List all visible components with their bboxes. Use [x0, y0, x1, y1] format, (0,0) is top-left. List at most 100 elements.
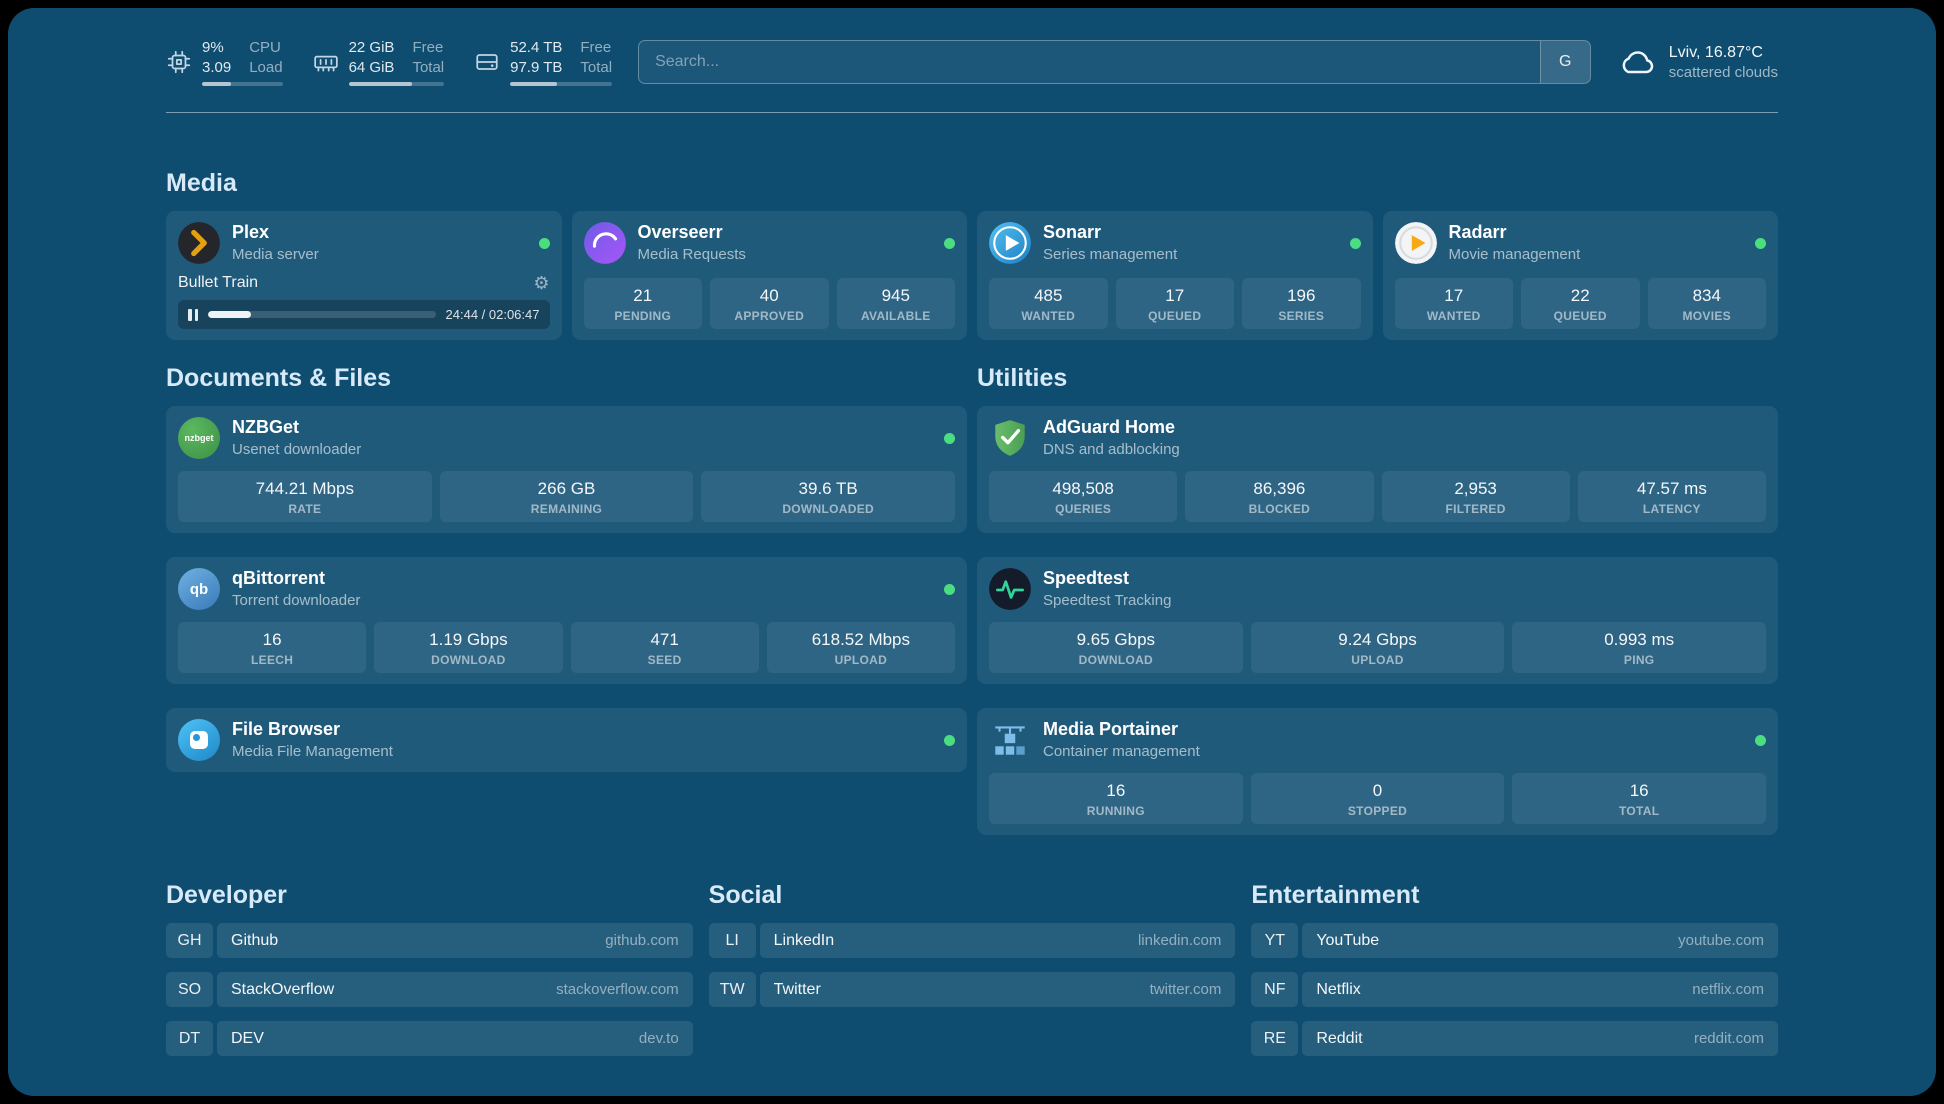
service-description: Media File Management: [232, 742, 393, 760]
group-documents: Documents & Files nzbget NZBGet Usenet d…: [166, 364, 967, 773]
bookmark-reddit[interactable]: RE Reddit reddit.com: [1251, 1021, 1778, 1057]
memory-icon: [313, 49, 339, 75]
service-name: Radarr: [1448, 222, 1507, 243]
service-stats: 21 PENDING 40 APPROVED 945 AVAILABLE: [583, 266, 955, 329]
bookmark-name: Reddit: [1316, 1029, 1363, 1047]
now-playing-title: Bullet Train: [178, 274, 259, 291]
filebrowser-icon: [178, 719, 220, 762]
stat-box: 9.24 Gbps UPLOAD: [1250, 622, 1505, 674]
cpu-widget: 9% 3.09 CPU Load: [166, 38, 283, 86]
bookmark-abbr: GH: [166, 923, 213, 959]
bookmark-name: LinkedIn: [773, 931, 835, 949]
service-card-radarr[interactable]: Radarr Movie management 17 WANTED 22 QUE…: [1382, 211, 1778, 340]
search-input[interactable]: [638, 40, 1591, 84]
weather-widget: Lviv, 16.87°C scattered clouds: [1617, 42, 1778, 82]
top-bar: 9% 3.09 CPU Load: [166, 38, 1778, 86]
search-provider-button[interactable]: G: [1539, 41, 1590, 83]
stat-box: 22 QUEUED: [1521, 277, 1640, 329]
service-description: Series management: [1043, 245, 1178, 263]
service-card-sonarr[interactable]: Sonarr Series management 485 WANTED 17 Q…: [977, 211, 1373, 340]
service-description: Media server: [232, 245, 319, 263]
service-description: Torrent downloader: [232, 591, 361, 609]
disk-total-label: Total: [580, 58, 613, 76]
service-stats: 744.21 Mbps RATE 266 GB REMAINING 39.6 T…: [178, 459, 955, 523]
bookmark-group-entertainment: Entertainment YT YouTube youtube.com NF …: [1251, 881, 1778, 1057]
stat-box: 47.57 ms LATENCY: [1577, 471, 1766, 523]
disk-widget: 52.4 TB 97.9 TB Free Total: [474, 38, 613, 86]
cpu-icon: [166, 49, 192, 75]
section-title-media: Media: [166, 169, 237, 197]
speedtest-icon: [989, 568, 1031, 611]
bookmark-abbr: LI: [708, 923, 756, 959]
service-description: Speedtest Tracking: [1043, 591, 1172, 609]
stat-box: 39.6 TB DOWNLOADED: [701, 471, 955, 523]
stat-box: 2,953 FILTERED: [1381, 471, 1570, 523]
stat-box: 1.19 Gbps DOWNLOAD: [374, 622, 563, 674]
stat-box: 40 APPROVED: [710, 277, 829, 329]
bookmark-url: twitter.com: [1149, 981, 1222, 999]
stat-box: 945 AVAILABLE: [836, 277, 955, 329]
service-name: qBittorrent: [232, 568, 325, 589]
service-card-qbittorrent[interactable]: qb qBittorrent Torrent downloader 16 LEE…: [166, 557, 967, 685]
bookmark-group-social: Social LI LinkedIn linkedin.com TW Twitt…: [708, 881, 1236, 1008]
bookmark-name: Github: [231, 931, 279, 949]
memory-total-value: 64 GiB: [348, 58, 395, 76]
section-title-entertainment: Entertainment: [1251, 881, 1420, 910]
status-indicator: [538, 237, 550, 249]
bookmark-name: StackOverflow: [231, 980, 335, 998]
service-description: Media Requests: [637, 245, 746, 263]
service-name: Plex: [232, 222, 270, 243]
service-description: Usenet downloader: [232, 440, 362, 458]
plex-player: 24:44 / 02:06:47: [178, 300, 550, 329]
bookmark-abbr: TW: [708, 972, 756, 1008]
bookmark-url: dev.to: [638, 1030, 679, 1048]
service-name: Sonarr: [1043, 222, 1102, 243]
pause-icon[interactable]: [188, 308, 198, 321]
cpu-progress-bar: [202, 82, 283, 86]
plex-icon: [178, 222, 220, 264]
service-card-portainer[interactable]: Media Portainer Container management 16 …: [977, 708, 1778, 836]
bookmark-github[interactable]: GH Github github.com: [166, 923, 693, 959]
section-title-documents: Documents & Files: [166, 364, 392, 392]
playback-progress-bar[interactable]: [208, 311, 436, 318]
group-utilities: Utilities AdGuard Home DNS and adblockin…: [977, 364, 1778, 836]
service-card-adguard[interactable]: AdGuard Home DNS and adblocking 498,508 …: [977, 406, 1778, 534]
bookmark-dev[interactable]: DT DEV dev.to: [166, 1021, 693, 1057]
stat-box: 17 QUEUED: [1115, 277, 1234, 329]
stat-box: 86,396 BLOCKED: [1185, 471, 1374, 523]
service-card-plex[interactable]: Plex Media server Bullet Train ⚙ 24:44 /…: [166, 211, 562, 340]
bookmark-url: reddit.com: [1693, 1030, 1764, 1048]
gear-icon[interactable]: ⚙: [533, 273, 550, 293]
bookmark-youtube[interactable]: YT YouTube youtube.com: [1251, 923, 1778, 959]
service-description: Movie management: [1448, 245, 1581, 263]
service-card-nzbget[interactable]: nzbget NZBGet Usenet downloader 744.21 M…: [166, 406, 967, 534]
service-card-filebrowser[interactable]: File Browser Media File Management: [166, 708, 967, 773]
bookmark-stackoverflow[interactable]: SO StackOverflow stackoverflow.com: [166, 972, 693, 1008]
bookmark-abbr: SO: [166, 972, 213, 1008]
cpu-usage-value: 9%: [202, 39, 224, 56]
memory-free-label: Free: [412, 39, 444, 56]
bookmark-twitter[interactable]: TW Twitter twitter.com: [708, 972, 1236, 1008]
bookmark-name: DEV: [231, 1029, 264, 1047]
stat-box: 498,508 QUERIES: [989, 471, 1178, 523]
nzbget-icon: nzbget: [178, 417, 220, 459]
service-card-overseerr[interactable]: Overseerr Media Requests 21 PENDING 40 A…: [571, 211, 967, 340]
stat-box: 16 TOTAL: [1512, 773, 1766, 825]
service-card-speedtest[interactable]: Speedtest Speedtest Tracking 9.65 Gbps D…: [977, 557, 1778, 685]
bookmark-netflix[interactable]: NF Netflix netflix.com: [1251, 972, 1778, 1008]
stat-box: 744.21 Mbps RATE: [178, 471, 432, 523]
stat-box: 266 GB REMAINING: [439, 471, 694, 523]
system-resources: 9% 3.09 CPU Load: [166, 38, 613, 86]
bookmark-linkedin[interactable]: LI LinkedIn linkedin.com: [708, 923, 1236, 959]
dashboard: 9% 3.09 CPU Load: [8, 8, 1936, 1096]
status-indicator: [944, 237, 955, 249]
bookmark-url: linkedin.com: [1137, 932, 1222, 950]
portainer-icon: [989, 719, 1031, 761]
cpu-load-label: Load: [249, 58, 283, 76]
stat-box: 16 RUNNING: [989, 773, 1243, 825]
memory-free-value: 22 GiB: [348, 39, 395, 56]
bookmark-name: Twitter: [773, 980, 821, 998]
service-name: NZBGet: [232, 417, 299, 438]
bookmark-group-developer: Developer GH Github github.com SO StackO…: [166, 881, 693, 1057]
bookmark-url: github.com: [605, 932, 679, 950]
